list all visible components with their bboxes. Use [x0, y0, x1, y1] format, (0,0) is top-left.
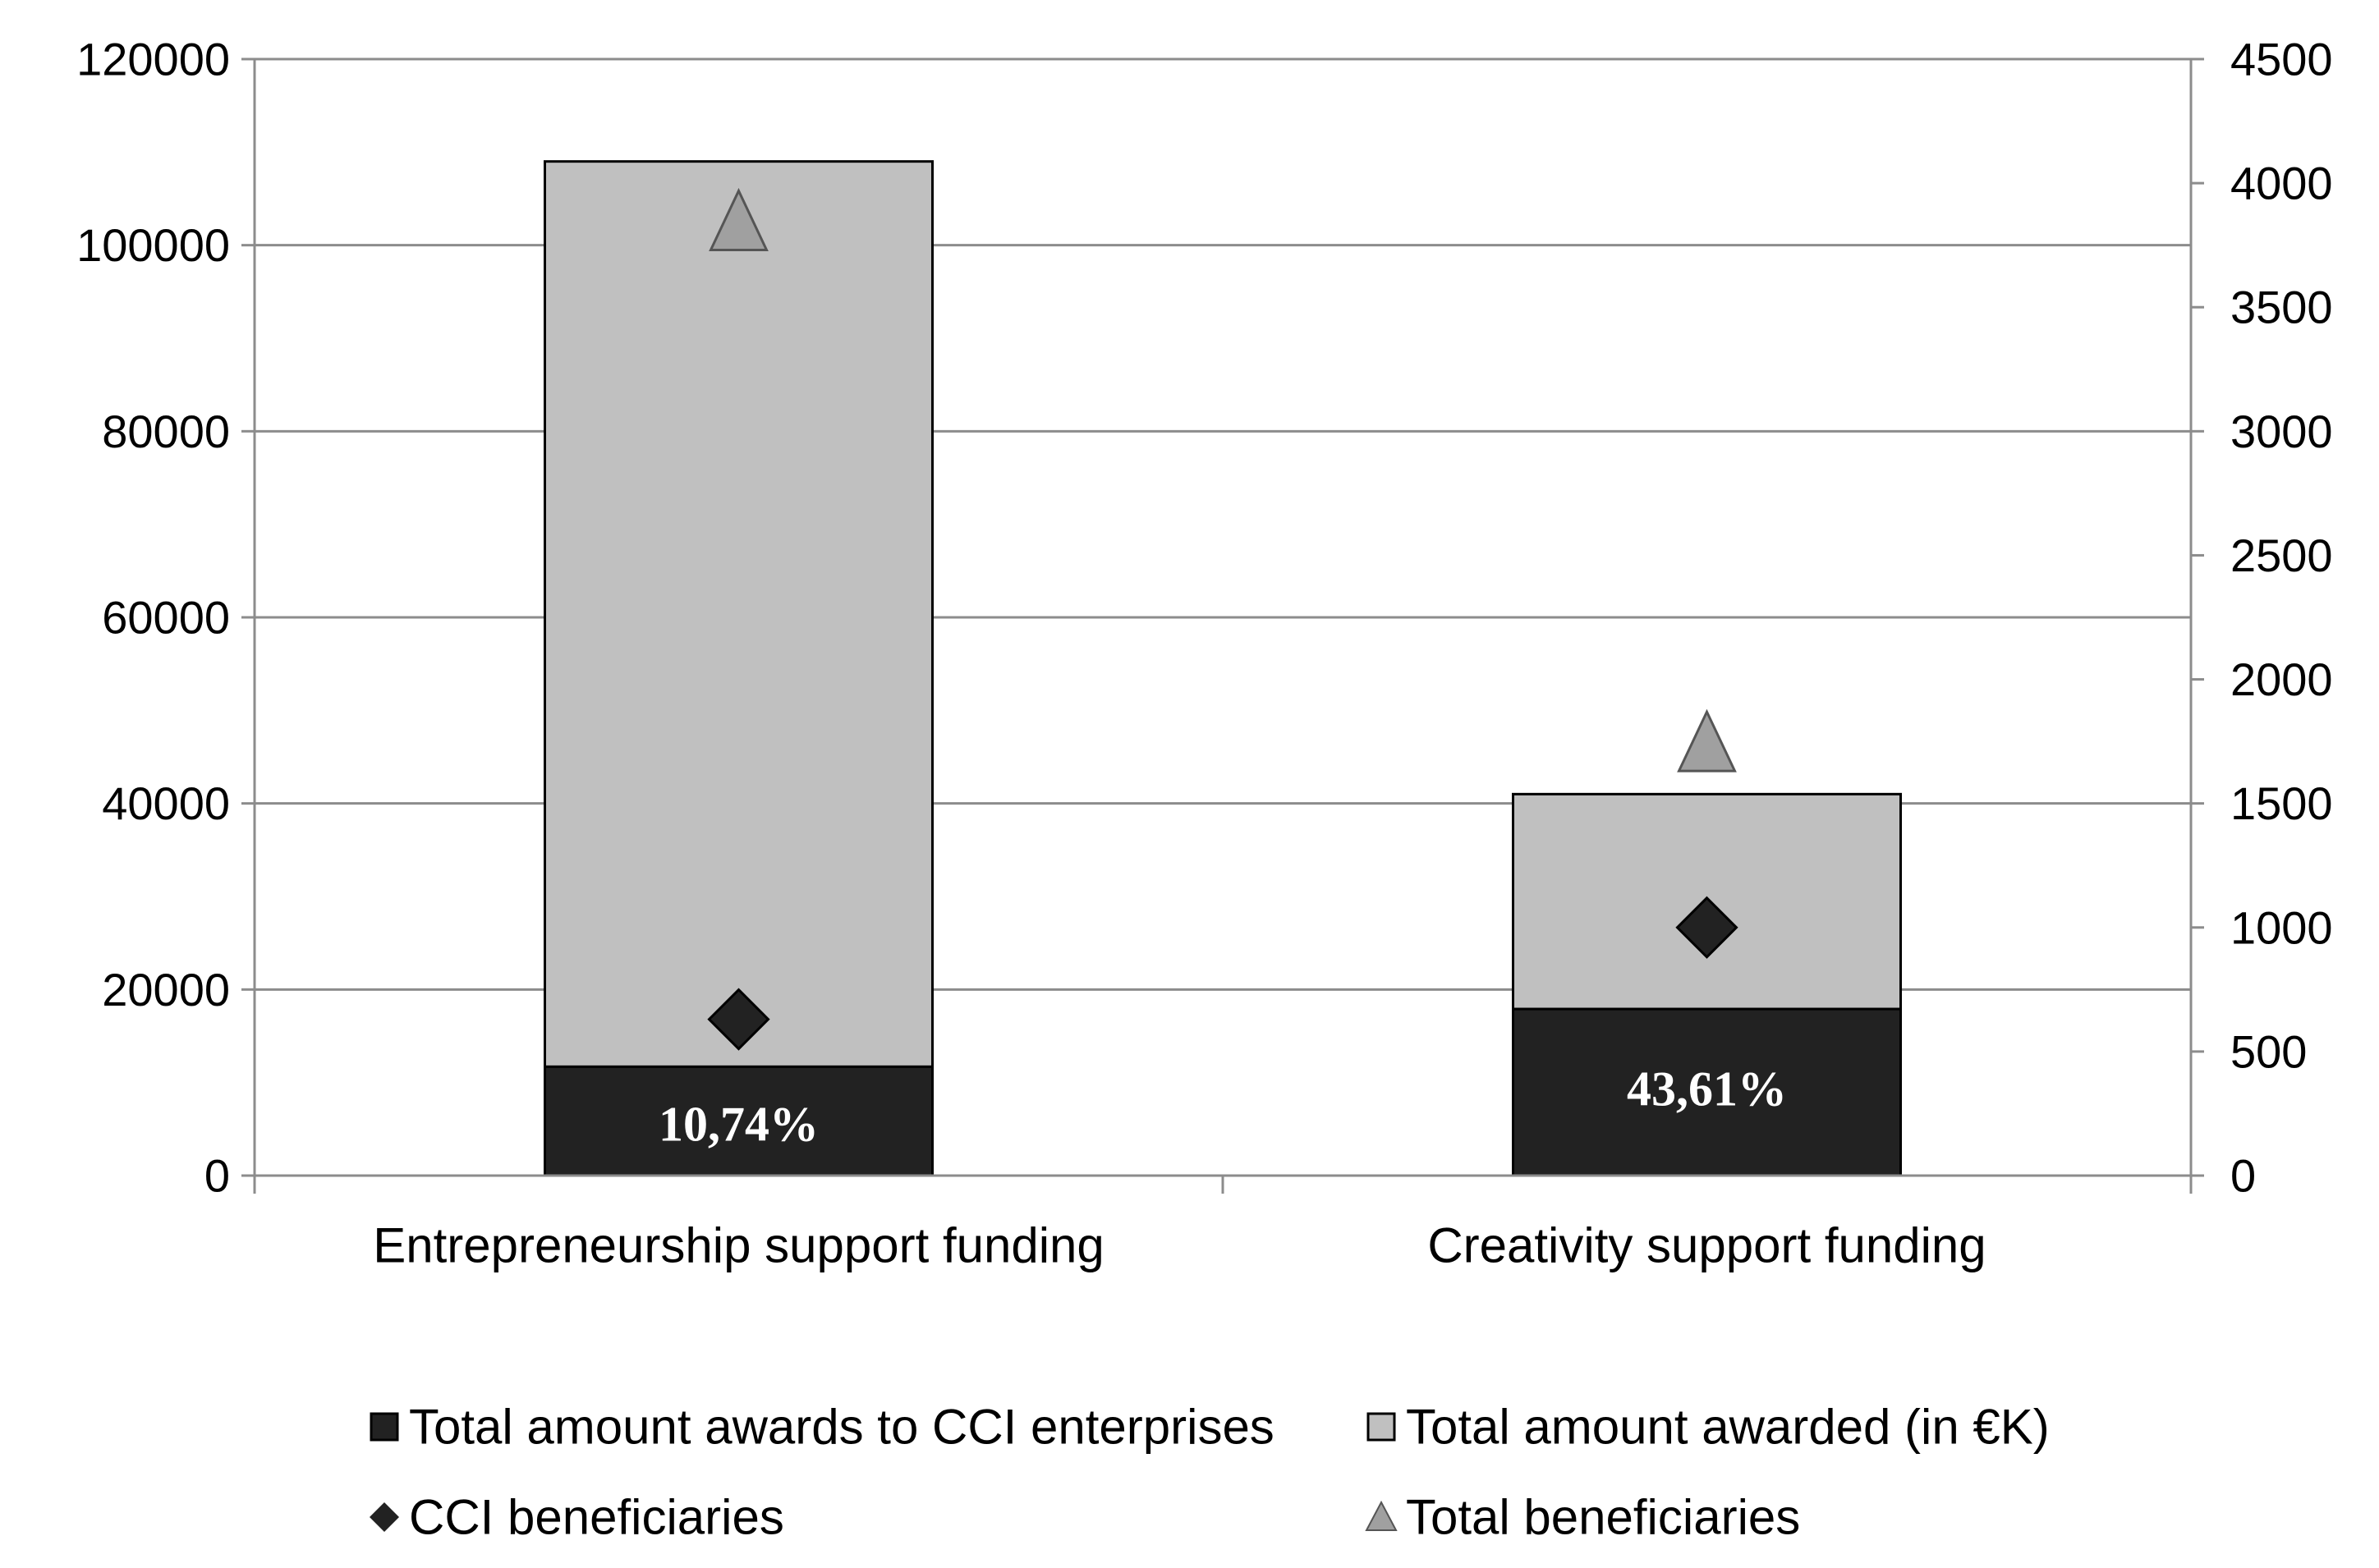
right-tick-label: 0: [2230, 1150, 2256, 1202]
bars: [544, 160, 1902, 1177]
left-tick-label: 100000: [76, 219, 230, 271]
right-tick-label: 3000: [2230, 406, 2333, 457]
legend-swatch: [370, 1412, 399, 1442]
total-beneficiaries-marker: [1677, 708, 1737, 773]
legend: Total amount awards to CCI enterprises To…: [370, 1400, 2050, 1545]
right-tick-label: 4000: [2230, 158, 2333, 209]
right-tick-label: 4500: [2230, 34, 2333, 85]
legend-swatch: [1366, 1412, 1396, 1442]
left-tick-label: 80000: [102, 406, 230, 457]
bar-cci-amount: [544, 1065, 934, 1177]
legend-label: Total amount awards to CCI enterprises: [409, 1400, 1274, 1455]
legend-label: CCI beneficiaries: [409, 1490, 784, 1545]
right-tick-label: 500: [2230, 1025, 2307, 1077]
bar-percent-label: 43,61%: [1627, 1062, 1787, 1116]
axes: 0 20000 40000 60000 80000 100000 120000 0 500 100…: [76, 34, 2332, 1273]
bar-cci-amount: [1512, 1007, 1902, 1177]
right-tick-label: 1500: [2230, 777, 2333, 829]
category-label: Creativity support funding: [1427, 1218, 1986, 1273]
right-tick-label: 2000: [2230, 653, 2333, 705]
category-label: Entrepreneurship support funding: [373, 1218, 1105, 1273]
left-tick-label: 40000: [102, 777, 230, 829]
legend-label: Total amount awarded (in €K): [1406, 1400, 2050, 1455]
left-tick-label: 20000: [102, 964, 230, 1016]
markers: [707, 187, 1738, 1051]
right-tick-label: 3500: [2230, 282, 2333, 333]
bar-percent-label: 10,74%: [659, 1098, 819, 1152]
legend-swatch: [370, 1502, 399, 1532]
cci-beneficiaries-marker: [707, 988, 770, 1051]
total-beneficiaries-marker: [709, 187, 769, 251]
legend-label: Total beneficiaries: [1406, 1490, 1800, 1545]
legend-swatch: [1365, 1500, 1398, 1531]
right-tick-label: 2500: [2230, 530, 2333, 581]
left-tick-label: 0: [204, 1150, 230, 1202]
left-tick-label: 60000: [102, 592, 230, 644]
labels: 10,74% 43,61%: [659, 1062, 1787, 1152]
right-tick-label: 1000: [2230, 901, 2333, 953]
bar-total-amount: [544, 160, 934, 1068]
cci-beneficiaries-marker: [1675, 896, 1738, 959]
left-tick-label: 120000: [76, 34, 230, 85]
